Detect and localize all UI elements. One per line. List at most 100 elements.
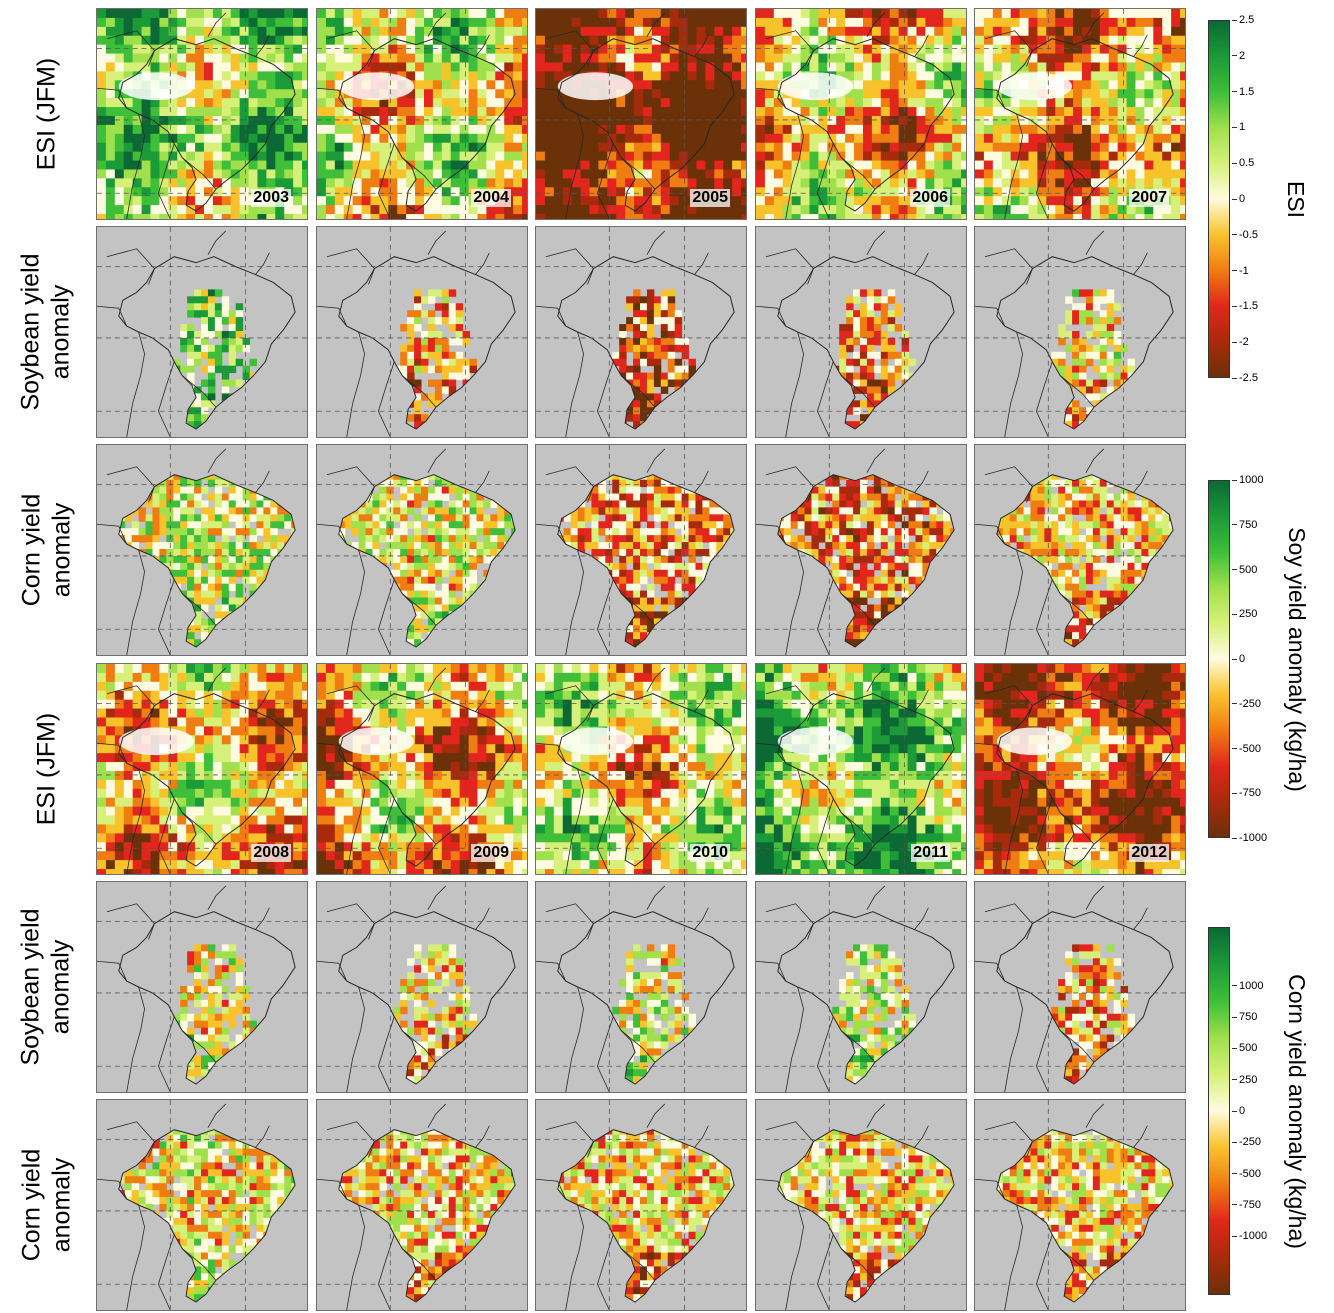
no-data-area bbox=[118, 72, 195, 101]
neighbour-boundary bbox=[1059, 157, 1095, 190]
esi-cell bbox=[678, 35, 689, 46]
neighbour-boundary bbox=[317, 87, 348, 109]
esi-cell bbox=[97, 187, 107, 197]
esi-cell bbox=[415, 205, 425, 215]
esi-cell bbox=[732, 178, 742, 188]
esi-cell bbox=[441, 169, 452, 179]
esi-cell bbox=[1135, 98, 1145, 108]
esi-cell bbox=[723, 160, 733, 171]
esi-cell bbox=[1010, 205, 1021, 215]
esi-cell bbox=[562, 196, 573, 206]
esi-cell bbox=[1090, 9, 1101, 19]
esi-cell bbox=[916, 115, 926, 126]
esi-cell bbox=[800, 214, 811, 219]
yield-cell bbox=[653, 400, 662, 408]
esi-cell bbox=[1117, 17, 1128, 28]
yield-cell bbox=[187, 486, 195, 495]
esi-cell bbox=[836, 53, 846, 64]
yield-cell bbox=[853, 289, 861, 297]
esi-cell bbox=[791, 142, 802, 153]
esi-cell bbox=[1046, 151, 1056, 162]
esi-cell bbox=[983, 205, 994, 215]
esi-cell bbox=[495, 53, 505, 64]
esi-cell bbox=[257, 89, 267, 99]
esi-cell bbox=[871, 80, 882, 90]
esi-cell bbox=[522, 35, 527, 46]
esi-cell bbox=[361, 214, 372, 219]
esi-cell bbox=[705, 71, 715, 81]
yield-cell bbox=[180, 507, 188, 515]
esi-cell bbox=[1171, 142, 1181, 153]
yield-cell bbox=[407, 379, 415, 387]
yield-cell bbox=[221, 303, 230, 311]
yield-cell bbox=[207, 386, 216, 394]
yield-cell bbox=[256, 562, 264, 571]
esi-cell bbox=[827, 62, 837, 72]
esi-cell bbox=[432, 133, 443, 144]
esi-cell bbox=[634, 35, 644, 46]
esi-cell bbox=[352, 214, 363, 219]
esi-cell bbox=[818, 133, 828, 144]
esi-cell bbox=[266, 26, 276, 37]
yield-cell bbox=[1085, 358, 1094, 367]
esi-cell bbox=[221, 44, 232, 55]
yield-cell bbox=[173, 514, 181, 522]
yield-cell bbox=[880, 358, 889, 367]
esi-cell bbox=[1073, 80, 1083, 90]
esi-cell bbox=[257, 178, 267, 188]
esi-cell bbox=[334, 178, 345, 188]
esi-cell bbox=[317, 142, 327, 153]
yield-cell bbox=[180, 331, 188, 339]
esi-cell bbox=[132, 98, 143, 108]
esi-cell bbox=[1037, 205, 1047, 215]
yield-cell bbox=[194, 618, 202, 626]
esi-cell bbox=[513, 80, 523, 90]
yield-cell bbox=[221, 569, 230, 578]
esi-cell bbox=[634, 160, 644, 171]
yield-cell bbox=[270, 507, 278, 515]
esi-cell bbox=[459, 151, 470, 162]
yield-cell bbox=[667, 358, 676, 367]
esi-cell bbox=[845, 133, 855, 144]
esi-cell bbox=[203, 44, 214, 55]
esi-cell bbox=[651, 26, 662, 37]
yield-cell bbox=[407, 414, 415, 422]
esi-cell bbox=[293, 71, 303, 81]
esi-cell bbox=[756, 89, 766, 99]
esi-cell bbox=[343, 169, 354, 179]
esi-cell bbox=[589, 35, 599, 46]
esi-cell bbox=[571, 98, 582, 108]
yield-cell bbox=[667, 351, 676, 360]
esi-cell bbox=[1126, 124, 1137, 135]
yield-cell bbox=[633, 310, 641, 318]
esi-cell bbox=[248, 124, 259, 135]
esi-cell bbox=[907, 124, 918, 135]
esi-cell bbox=[1010, 214, 1021, 219]
esi-cell bbox=[536, 214, 546, 219]
esi-cell bbox=[168, 214, 178, 219]
esi-cell bbox=[669, 142, 680, 153]
esi-cell bbox=[432, 187, 443, 197]
yield-cell bbox=[180, 486, 188, 495]
yield-cell bbox=[1092, 386, 1101, 394]
esi-cell bbox=[415, 9, 425, 19]
esi-cell bbox=[992, 98, 1003, 108]
esi-cell bbox=[705, 35, 715, 46]
esi-cell bbox=[177, 205, 187, 215]
esi-cell bbox=[854, 151, 864, 162]
esi-cell bbox=[660, 124, 671, 135]
esi-cell bbox=[1010, 142, 1021, 153]
esi-cell bbox=[317, 115, 327, 126]
yield-cell bbox=[194, 535, 202, 543]
esi-cell bbox=[1144, 71, 1154, 81]
esi-cell bbox=[764, 160, 775, 171]
esi-cell bbox=[1055, 44, 1065, 55]
esi-cell bbox=[441, 115, 452, 126]
yield-cell bbox=[187, 324, 195, 332]
yield-cell bbox=[145, 542, 153, 550]
yield-cell bbox=[194, 386, 202, 394]
yield-cell bbox=[626, 379, 634, 387]
esi-cell bbox=[361, 133, 372, 144]
esi-cell bbox=[203, 142, 214, 153]
esi-cell bbox=[459, 17, 470, 28]
